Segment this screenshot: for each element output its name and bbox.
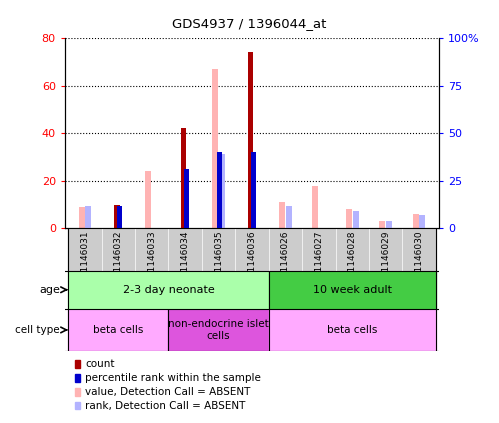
Text: GSM1146034: GSM1146034 bbox=[181, 231, 190, 291]
Text: GSM1146031: GSM1146031 bbox=[80, 231, 89, 291]
Bar bbox=[102, 228, 135, 271]
Bar bbox=[248, 52, 253, 228]
Bar bbox=[219, 154, 225, 228]
Text: percentile rank within the sample: percentile rank within the sample bbox=[85, 373, 261, 383]
Text: GSM1146033: GSM1146033 bbox=[147, 231, 156, 291]
Bar bbox=[268, 271, 436, 309]
Bar bbox=[117, 206, 122, 228]
Bar bbox=[145, 171, 151, 228]
Text: cell type: cell type bbox=[15, 325, 60, 335]
Bar bbox=[413, 214, 419, 228]
Bar bbox=[346, 209, 352, 228]
Bar bbox=[78, 207, 85, 228]
Text: GSM1146026: GSM1146026 bbox=[281, 231, 290, 291]
Bar bbox=[181, 129, 186, 228]
Bar bbox=[268, 309, 436, 351]
Bar bbox=[218, 152, 223, 228]
Bar bbox=[386, 221, 392, 228]
Text: age: age bbox=[39, 285, 60, 295]
Text: count: count bbox=[85, 359, 115, 369]
Text: GSM1146032: GSM1146032 bbox=[114, 231, 123, 291]
Bar bbox=[68, 271, 268, 309]
Bar bbox=[335, 228, 369, 271]
Bar bbox=[312, 186, 318, 228]
Bar bbox=[279, 202, 285, 228]
Text: 10 week adult: 10 week adult bbox=[313, 285, 392, 295]
Text: GSM1146030: GSM1146030 bbox=[415, 231, 424, 291]
Bar bbox=[169, 309, 268, 351]
Bar bbox=[68, 228, 102, 271]
Text: GSM1146029: GSM1146029 bbox=[381, 231, 390, 291]
Bar bbox=[379, 221, 385, 228]
Bar bbox=[236, 228, 268, 271]
Text: rank, Detection Call = ABSENT: rank, Detection Call = ABSENT bbox=[85, 401, 246, 411]
Bar bbox=[135, 228, 169, 271]
Bar bbox=[85, 206, 91, 228]
Bar bbox=[114, 205, 119, 228]
Bar bbox=[68, 309, 169, 351]
Text: value, Detection Call = ABSENT: value, Detection Call = ABSENT bbox=[85, 387, 250, 397]
Text: GDS4937 / 1396044_at: GDS4937 / 1396044_at bbox=[172, 17, 327, 30]
Bar bbox=[402, 228, 436, 271]
Text: GSM1146027: GSM1146027 bbox=[314, 231, 323, 291]
Text: beta cells: beta cells bbox=[93, 325, 144, 335]
Text: GSM1146036: GSM1146036 bbox=[248, 231, 256, 291]
Text: GSM1146028: GSM1146028 bbox=[348, 231, 357, 291]
Bar bbox=[286, 206, 292, 228]
Bar bbox=[369, 228, 402, 271]
Bar bbox=[212, 69, 218, 228]
Text: non-endocrine islet
cells: non-endocrine islet cells bbox=[168, 319, 269, 341]
Text: 2-3 day neonate: 2-3 day neonate bbox=[123, 285, 215, 295]
Bar bbox=[169, 228, 202, 271]
Bar bbox=[302, 228, 335, 271]
Bar bbox=[251, 152, 256, 228]
Text: GSM1146035: GSM1146035 bbox=[214, 231, 223, 291]
Bar bbox=[419, 215, 426, 228]
Bar bbox=[184, 170, 189, 228]
Bar bbox=[268, 228, 302, 271]
Text: beta cells: beta cells bbox=[327, 325, 377, 335]
Bar bbox=[353, 212, 359, 228]
Bar bbox=[202, 228, 236, 271]
